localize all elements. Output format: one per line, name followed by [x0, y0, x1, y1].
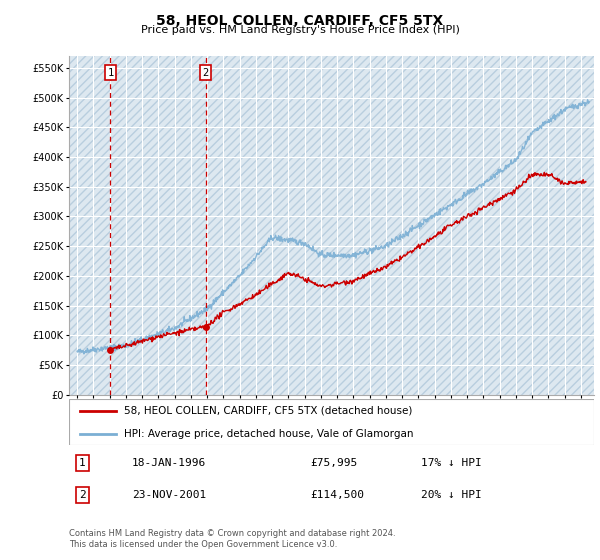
FancyBboxPatch shape — [69, 399, 594, 445]
Text: 23-NOV-2001: 23-NOV-2001 — [132, 490, 206, 500]
Text: 20% ↓ HPI: 20% ↓ HPI — [421, 490, 482, 500]
Text: 1: 1 — [107, 68, 113, 78]
Text: 58, HEOL COLLEN, CARDIFF, CF5 5TX: 58, HEOL COLLEN, CARDIFF, CF5 5TX — [157, 14, 443, 28]
Text: 2: 2 — [79, 490, 86, 500]
Text: Contains HM Land Registry data © Crown copyright and database right 2024.
This d: Contains HM Land Registry data © Crown c… — [69, 529, 395, 549]
Text: Price paid vs. HM Land Registry's House Price Index (HPI): Price paid vs. HM Land Registry's House … — [140, 25, 460, 35]
Text: 58, HEOL COLLEN, CARDIFF, CF5 5TX (detached house): 58, HEOL COLLEN, CARDIFF, CF5 5TX (detac… — [124, 406, 413, 416]
Text: 18-JAN-1996: 18-JAN-1996 — [132, 458, 206, 468]
Text: £114,500: £114,500 — [311, 490, 365, 500]
Text: HPI: Average price, detached house, Vale of Glamorgan: HPI: Average price, detached house, Vale… — [124, 429, 413, 438]
Text: £75,995: £75,995 — [311, 458, 358, 468]
Text: 1: 1 — [79, 458, 86, 468]
Text: 2: 2 — [202, 68, 209, 78]
Text: 17% ↓ HPI: 17% ↓ HPI — [421, 458, 482, 468]
